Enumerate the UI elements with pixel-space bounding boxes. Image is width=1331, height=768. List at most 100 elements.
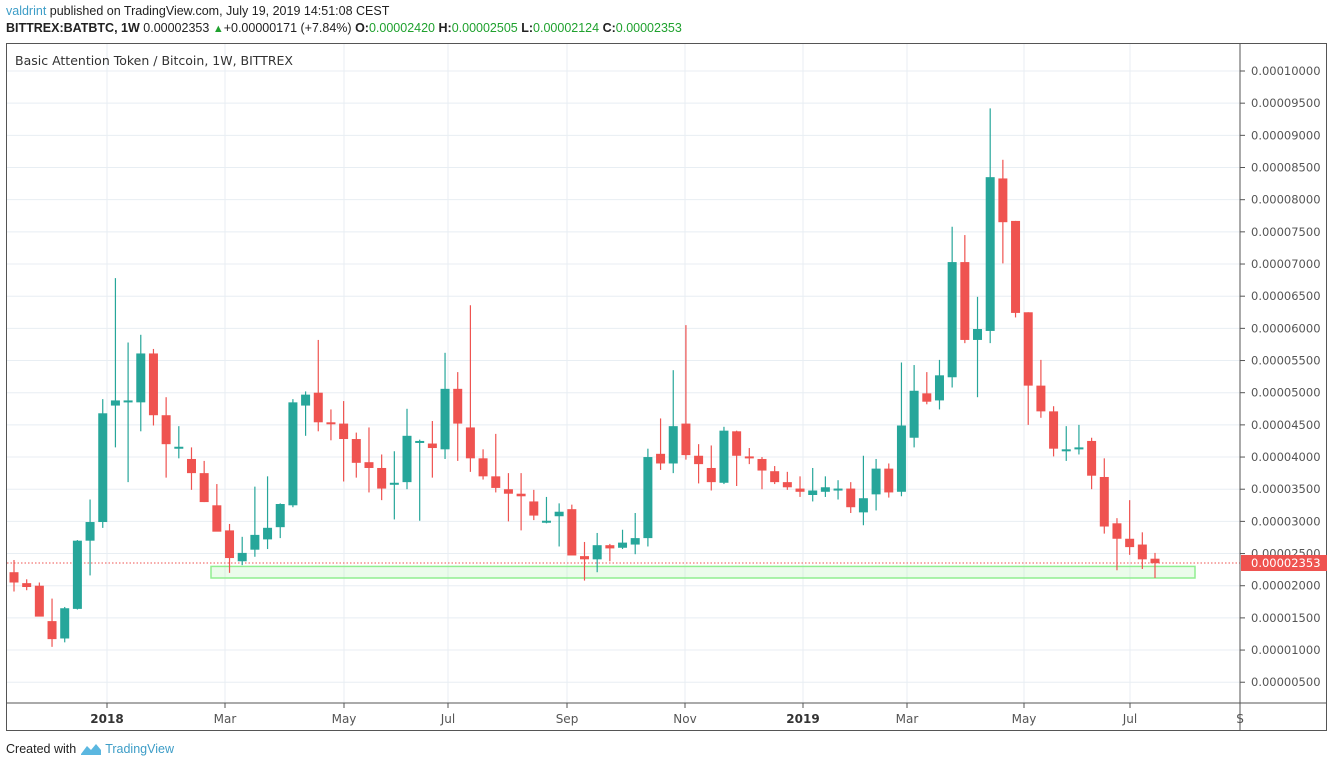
candle: [808, 467, 818, 502]
candle: [186, 447, 196, 490]
tradingview-link[interactable]: TradingView: [105, 742, 174, 756]
price-tick-label: 0.00007500: [1251, 225, 1321, 239]
candle: [123, 342, 133, 483]
low-value: 0.00002124: [533, 21, 600, 35]
time-tick-label: 2018: [90, 712, 123, 726]
candle: [782, 471, 792, 490]
price-change: +0.00000171 (+7.84%): [223, 21, 352, 35]
candle: [871, 458, 881, 511]
candle: [47, 598, 57, 647]
candle: [301, 391, 311, 436]
candle: [605, 543, 615, 562]
publish-text: published on TradingView.com, July 19, 2…: [46, 4, 390, 18]
candle: [694, 444, 704, 484]
support-zone-rectangle[interactable]: [210, 565, 1196, 579]
up-arrow-icon: ▲: [212, 23, 224, 35]
price-tick-label: 0.00010000: [1251, 64, 1321, 78]
candle: [453, 372, 463, 461]
time-tick-label: S: [1236, 712, 1244, 726]
open-label: O:: [355, 21, 369, 35]
candle: [275, 503, 285, 539]
author-link[interactable]: valdrint: [6, 4, 47, 18]
candle: [1011, 220, 1021, 318]
candle: [1150, 552, 1160, 578]
candle: [618, 529, 628, 550]
candle: [770, 466, 780, 485]
candle: [288, 399, 298, 508]
time-tick-label: Mar: [214, 712, 237, 726]
price-tick-label: 0.00006500: [1251, 289, 1321, 303]
candle: [440, 352, 450, 459]
candle: [516, 473, 526, 531]
candle: [846, 482, 856, 514]
candle: [148, 348, 158, 426]
candle: [351, 432, 361, 478]
candle: [833, 480, 843, 500]
candle: [402, 408, 412, 490]
candle: [326, 409, 336, 441]
candle: [237, 536, 247, 566]
chart-frame[interactable]: [6, 43, 1327, 731]
candle: [909, 365, 919, 448]
open-value: 0.00002420: [368, 21, 436, 35]
tradingview-logo-icon: [81, 744, 102, 755]
candle: [757, 457, 767, 490]
time-tick-label: Jul: [440, 712, 455, 726]
time-tick-label: Jul: [1122, 712, 1137, 726]
candle: [161, 397, 171, 478]
candle: [820, 476, 830, 497]
candle: [719, 426, 729, 485]
candle: [465, 305, 475, 472]
time-axis[interactable]: 2018 Mar May Jul Sep Nov 2019 Mar May Jul S: [90, 703, 1244, 726]
candle: [250, 486, 260, 557]
high-label: H:: [438, 21, 452, 35]
candle: [541, 496, 551, 524]
symbol-label: BITTREX:BATBTC, 1W: [6, 21, 140, 35]
candle: [706, 445, 716, 491]
price-tick-label: 0.00007000: [1251, 257, 1321, 271]
candle: [681, 325, 691, 460]
candle: [896, 362, 906, 497]
candle: [225, 523, 235, 573]
price-tick-label: 0.00002000: [1251, 579, 1321, 593]
candle: [529, 489, 539, 521]
candle: [212, 484, 222, 532]
candle: [795, 476, 805, 497]
candle: [22, 579, 32, 591]
time-tick-label: May: [1012, 712, 1037, 726]
price-axis[interactable]: 0.00010000 0.00009500 0.00009000 0.00008500…: [1240, 64, 1321, 689]
candle: [884, 463, 894, 498]
candle: [377, 454, 387, 501]
candle: [1049, 406, 1059, 457]
ohlc-legend: BITTREX:BATBTC, 1W 0.00002353 ▲+0.000001…: [6, 21, 682, 35]
candle: [72, 540, 82, 610]
candle: [34, 582, 44, 617]
chart-title: Basic Attention Token / Bitcoin, 1W, BIT…: [15, 53, 293, 68]
candle: [503, 473, 513, 522]
candle: [199, 460, 209, 503]
candle: [985, 108, 995, 344]
time-tick-label: Mar: [896, 712, 919, 726]
candle: [858, 455, 868, 526]
candle: [60, 606, 70, 643]
candle: [85, 499, 95, 576]
candle: [1087, 437, 1097, 490]
price-tick-label: 0.00006000: [1251, 321, 1321, 335]
publish-info: valdrint published on TradingView.com, J…: [6, 4, 389, 18]
candle: [580, 541, 589, 581]
candle: [973, 296, 983, 398]
candle: [98, 399, 108, 528]
candle: [960, 235, 970, 344]
candle: [643, 448, 653, 547]
close-label: C:: [602, 21, 616, 35]
low-label: L:: [521, 21, 534, 35]
candle: [947, 226, 957, 388]
price-tick-label: 0.00004000: [1251, 450, 1321, 464]
price-tick-label: 0.00005500: [1251, 354, 1321, 368]
price-tick-label: 0.00004500: [1251, 418, 1321, 432]
price-tick-label: 0.00003000: [1251, 514, 1321, 528]
footer: Created with TradingView: [6, 742, 174, 756]
candle: [389, 451, 399, 520]
candle: [174, 426, 184, 459]
